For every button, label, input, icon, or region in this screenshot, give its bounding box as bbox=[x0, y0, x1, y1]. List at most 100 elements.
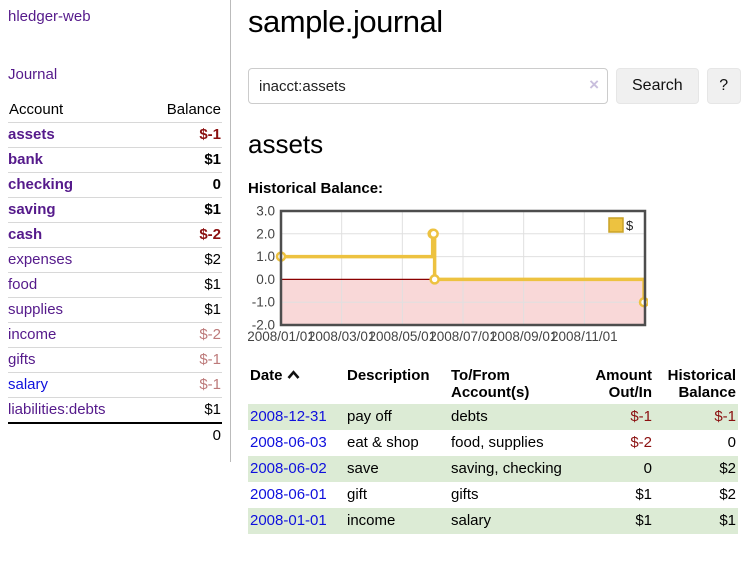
account-link[interactable]: income bbox=[8, 326, 57, 343]
account-link[interactable]: bank bbox=[8, 151, 44, 168]
register-cell-accounts: salary bbox=[449, 508, 572, 534]
register-cell-amount: $1 bbox=[572, 508, 654, 534]
account-row: food $1 bbox=[8, 272, 222, 298]
account-heading: assets bbox=[248, 129, 324, 159]
account-row: assets $-1 bbox=[8, 122, 222, 148]
svg-text:-2.0: -2.0 bbox=[252, 318, 275, 333]
register-cell-balance: $2 bbox=[719, 486, 736, 503]
account-row: expenses $2 bbox=[8, 247, 222, 273]
register-cell-balance: $1 bbox=[654, 508, 738, 534]
account-link[interactable]: saving bbox=[8, 201, 56, 218]
account-link[interactable]: salary bbox=[8, 376, 49, 393]
register-cell-date: 2008-12-31 bbox=[248, 404, 345, 430]
register-cell-date: 2008-06-01 bbox=[248, 482, 345, 508]
register-cell-description: save bbox=[345, 456, 449, 482]
register-cell-accounts: saving, checking bbox=[449, 456, 572, 482]
transaction-date-link[interactable]: 2008-01-01 bbox=[250, 512, 327, 529]
register-cell-accounts: debts bbox=[449, 404, 572, 430]
svg-text:2008/09/01: 2008/09/01 bbox=[490, 329, 558, 344]
account-balance: $-2 bbox=[143, 222, 222, 248]
page-title: sample.journal bbox=[248, 4, 443, 39]
help-button[interactable]: ? bbox=[706, 68, 741, 104]
register-cell-description: income bbox=[345, 508, 449, 534]
svg-text:2008/07/01: 2008/07/01 bbox=[429, 329, 497, 344]
table-row: 2008-06-03 eat & shop food, supplies $-2 0 bbox=[248, 430, 738, 456]
account-row: cash $-2 bbox=[8, 222, 222, 248]
register-cell-balance: $-1 bbox=[654, 404, 738, 430]
svg-text:3.0: 3.0 bbox=[256, 205, 275, 219]
svg-text:0.0: 0.0 bbox=[256, 272, 275, 287]
balance-column-header: Balance bbox=[166, 101, 221, 118]
account-link[interactable]: assets bbox=[8, 126, 55, 143]
account-balance: $-2 bbox=[143, 322, 222, 348]
account-balance: $-1 bbox=[143, 372, 222, 398]
register-cell-description: gift bbox=[347, 486, 368, 503]
register-cell-amount: $-1 bbox=[572, 404, 654, 430]
register-cell-amount: $1 bbox=[635, 486, 652, 503]
account-balance: $1 bbox=[143, 272, 222, 298]
account-link[interactable]: cash bbox=[8, 226, 43, 243]
account-row: bank $1 bbox=[8, 147, 222, 173]
account-link[interactable]: food bbox=[8, 276, 38, 293]
historical-balance-chart: $3.0 2.0 1.0 0.0 -1.0 -2.0 2008/01/01 2008/03/0… bbox=[247, 204, 741, 350]
account-row: supplies $1 bbox=[8, 297, 222, 323]
transaction-date-link[interactable]: 2008-06-03 bbox=[250, 434, 327, 451]
register-column-header[interactable]: Date bbox=[248, 365, 345, 404]
register-column-label: To/From Account(s) bbox=[451, 367, 530, 401]
svg-text:2.0: 2.0 bbox=[256, 226, 275, 241]
register-column-header: Historical Balance bbox=[654, 365, 738, 404]
transaction-date-link[interactable]: 2008-12-31 bbox=[250, 408, 327, 425]
register-column-label: Date bbox=[250, 367, 283, 384]
clear-search-icon[interactable]: × bbox=[589, 75, 599, 94]
main-content: sample.journal × Search ? assets Histori… bbox=[231, 0, 742, 534]
transaction-date-link[interactable]: 2008-06-02 bbox=[250, 460, 327, 477]
svg-text:$: $ bbox=[626, 218, 634, 233]
account-link[interactable]: expenses bbox=[8, 251, 73, 268]
register-cell-balance: $2 bbox=[654, 456, 738, 482]
register-column-header: Amount Out/In bbox=[572, 365, 654, 404]
table-row: 2008-01-01 income salary $1 $1 bbox=[248, 508, 738, 534]
account-balance: $1 bbox=[143, 197, 222, 223]
search-form: × Search ? bbox=[248, 68, 741, 104]
register-cell-amount: $-2 bbox=[630, 434, 652, 451]
account-link[interactable]: checking bbox=[8, 176, 74, 193]
account-row: liabilities:debts $1 bbox=[8, 397, 222, 423]
account-balance: 0 bbox=[143, 172, 222, 198]
account-link[interactable]: gifts bbox=[8, 351, 36, 368]
table-row: 2008-12-31 pay off debts $-1 $-1 bbox=[248, 404, 738, 430]
search-button[interactable]: Search bbox=[616, 68, 699, 104]
register-column-header: Description bbox=[345, 365, 449, 404]
account-balance: $1 bbox=[143, 397, 222, 423]
account-link[interactable]: supplies bbox=[8, 301, 64, 318]
accounts-total: 0 bbox=[8, 422, 222, 448]
chart-legend: $ bbox=[608, 217, 634, 233]
register-column-header: To/From Account(s) bbox=[449, 365, 572, 404]
sort-ascending-icon bbox=[287, 370, 300, 379]
account-balance: $2 bbox=[143, 247, 222, 273]
register-cell-accounts: gifts bbox=[451, 486, 479, 503]
transaction-date-link[interactable]: 2008-06-01 bbox=[250, 486, 327, 503]
chart-label: Historical Balance: bbox=[248, 180, 384, 197]
account-row: saving $1 bbox=[8, 197, 222, 223]
table-row: 2008-06-02 save saving, checking 0 $2 bbox=[248, 456, 738, 482]
register-cell-date: 2008-01-01 bbox=[248, 508, 345, 534]
register-table: Date Description To/From Account(s) Amount … bbox=[248, 365, 738, 534]
account-link[interactable]: liabilities:debts bbox=[8, 401, 106, 418]
app-brand-link[interactable]: hledger-web bbox=[8, 8, 91, 25]
register-column-label: Description bbox=[347, 367, 430, 384]
account-balance: $-1 bbox=[143, 347, 222, 373]
register-cell-accounts: food, supplies bbox=[451, 434, 544, 451]
register-cell-description: eat & shop bbox=[347, 434, 419, 451]
svg-text:2008/01/01: 2008/01/01 bbox=[248, 329, 315, 344]
register-cell-date: 2008-06-03 bbox=[248, 430, 345, 456]
register-cell-date: 2008-06-02 bbox=[248, 456, 345, 482]
sidebar: hledger-web Journal Account Balance asse… bbox=[0, 0, 231, 462]
svg-text:2008/05/01: 2008/05/01 bbox=[369, 329, 437, 344]
register-cell-balance: 0 bbox=[727, 434, 736, 451]
sidebar-item-journal[interactable]: Journal bbox=[8, 66, 58, 83]
svg-text:-1.0: -1.0 bbox=[252, 295, 275, 310]
search-input[interactable] bbox=[248, 68, 608, 104]
register-column-label: Historical Balance bbox=[667, 367, 736, 401]
account-balance: $-1 bbox=[143, 122, 222, 148]
account-row: income $-2 bbox=[8, 322, 222, 348]
